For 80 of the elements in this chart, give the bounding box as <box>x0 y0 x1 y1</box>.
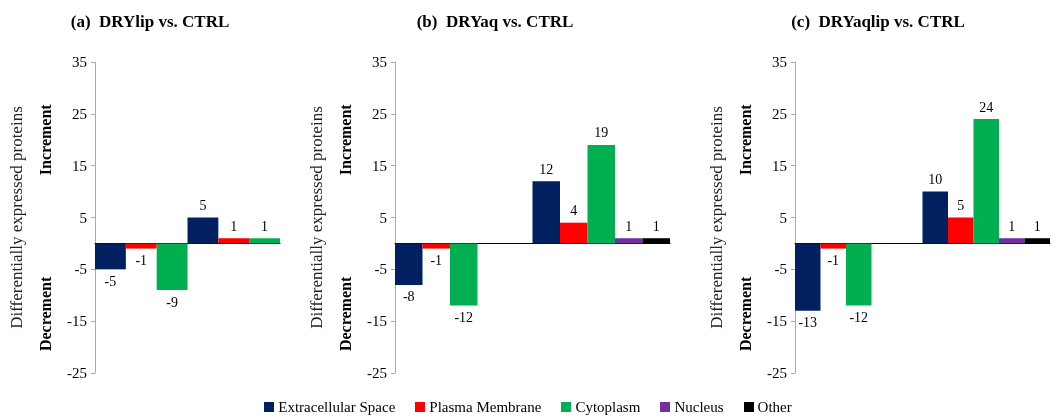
data-label: 5 <box>957 198 965 213</box>
y-tick-label: 35 <box>72 54 87 70</box>
bar <box>560 222 588 244</box>
y-tick-label: -5 <box>74 261 87 278</box>
y-tick-label: 15 <box>72 157 87 174</box>
y-tick-label: 35 <box>372 54 387 70</box>
y-tick-label: -15 <box>367 313 387 330</box>
bar <box>395 243 423 285</box>
bar <box>218 238 250 244</box>
data-label: -1 <box>827 253 840 269</box>
text: Increment <box>36 103 54 176</box>
data-label: 1 <box>261 218 269 234</box>
data-label: 12 <box>539 161 554 177</box>
bar <box>973 119 999 244</box>
y-tick-label: 25 <box>772 105 787 122</box>
bar <box>95 243 126 270</box>
legend-label: Other <box>756 399 792 416</box>
bar <box>249 238 280 244</box>
data-label: 19 <box>594 125 609 141</box>
bar <box>587 144 615 244</box>
bar <box>450 243 478 306</box>
data-label: -5 <box>104 273 117 289</box>
chart-title: (b) DRYaq vs. CTRL <box>416 12 574 31</box>
bar <box>422 243 450 249</box>
data-label: 24 <box>979 99 994 115</box>
bar <box>922 191 948 244</box>
bar <box>187 217 219 244</box>
bar <box>615 238 643 244</box>
chart-title: (a) DRYlip vs. CTRL <box>70 12 230 31</box>
data-label: -9 <box>166 294 178 310</box>
text: Increment <box>336 103 354 176</box>
data-label: 1 <box>1008 218 1016 234</box>
bar <box>795 243 821 311</box>
y-tick-label: -5 <box>374 261 387 278</box>
bar <box>846 243 872 306</box>
text: Decrement <box>736 276 754 352</box>
data-label: 1 <box>230 218 238 234</box>
bar <box>125 243 157 249</box>
bar <box>532 181 560 244</box>
text: Increment <box>736 103 754 176</box>
legend-label: Extracellular Space <box>277 399 396 416</box>
data-label: 1 <box>652 218 660 234</box>
data-label: -8 <box>402 289 415 305</box>
y-tick-label: 35 <box>772 54 787 70</box>
bar <box>820 243 846 249</box>
bar <box>948 217 974 244</box>
data-label: 5 <box>199 198 207 213</box>
y-tick-label: -15 <box>767 313 787 330</box>
y-tick-label: 5 <box>379 209 387 226</box>
y-tick-label: 5 <box>779 209 787 226</box>
text: Decrement <box>36 276 54 352</box>
data-label: 4 <box>570 203 578 219</box>
y-tick-label: 5 <box>79 209 87 226</box>
data-label: -1 <box>430 253 443 269</box>
y-tick-label: -25 <box>367 365 387 381</box>
y-tick-label: 25 <box>72 105 87 122</box>
data-label: -1 <box>135 253 148 269</box>
y-tick-label: -25 <box>67 365 87 381</box>
bar <box>999 238 1025 244</box>
y-tick-label: -25 <box>767 365 787 381</box>
legend-label: Nucleus <box>673 399 724 416</box>
y-axis-title: Differentially expressed proteins <box>7 106 26 329</box>
y-axis-title: Differentially expressed proteins <box>707 106 726 329</box>
data-label: 1 <box>625 218 633 234</box>
chart-title: (c) DRYaqlip vs. CTRL <box>791 12 965 31</box>
y-tick-label: -15 <box>67 313 87 330</box>
data-label: -13 <box>798 315 818 331</box>
text: Decrement <box>336 276 354 352</box>
y-tick-label: 15 <box>772 157 787 174</box>
legend-label: Plasma Membrane <box>428 399 542 416</box>
data-label: 10 <box>928 172 943 188</box>
data-label: -12 <box>849 310 869 326</box>
data-label: -12 <box>454 310 474 326</box>
y-tick-label: -5 <box>774 261 787 278</box>
bar <box>156 243 188 291</box>
legend-label: Cytoplasm <box>574 399 641 416</box>
data-label: 1 <box>1033 218 1041 234</box>
y-tick-label: 15 <box>372 157 387 174</box>
y-tick-label: 25 <box>372 105 387 122</box>
y-axis-title: Differentially expressed proteins <box>307 106 326 329</box>
